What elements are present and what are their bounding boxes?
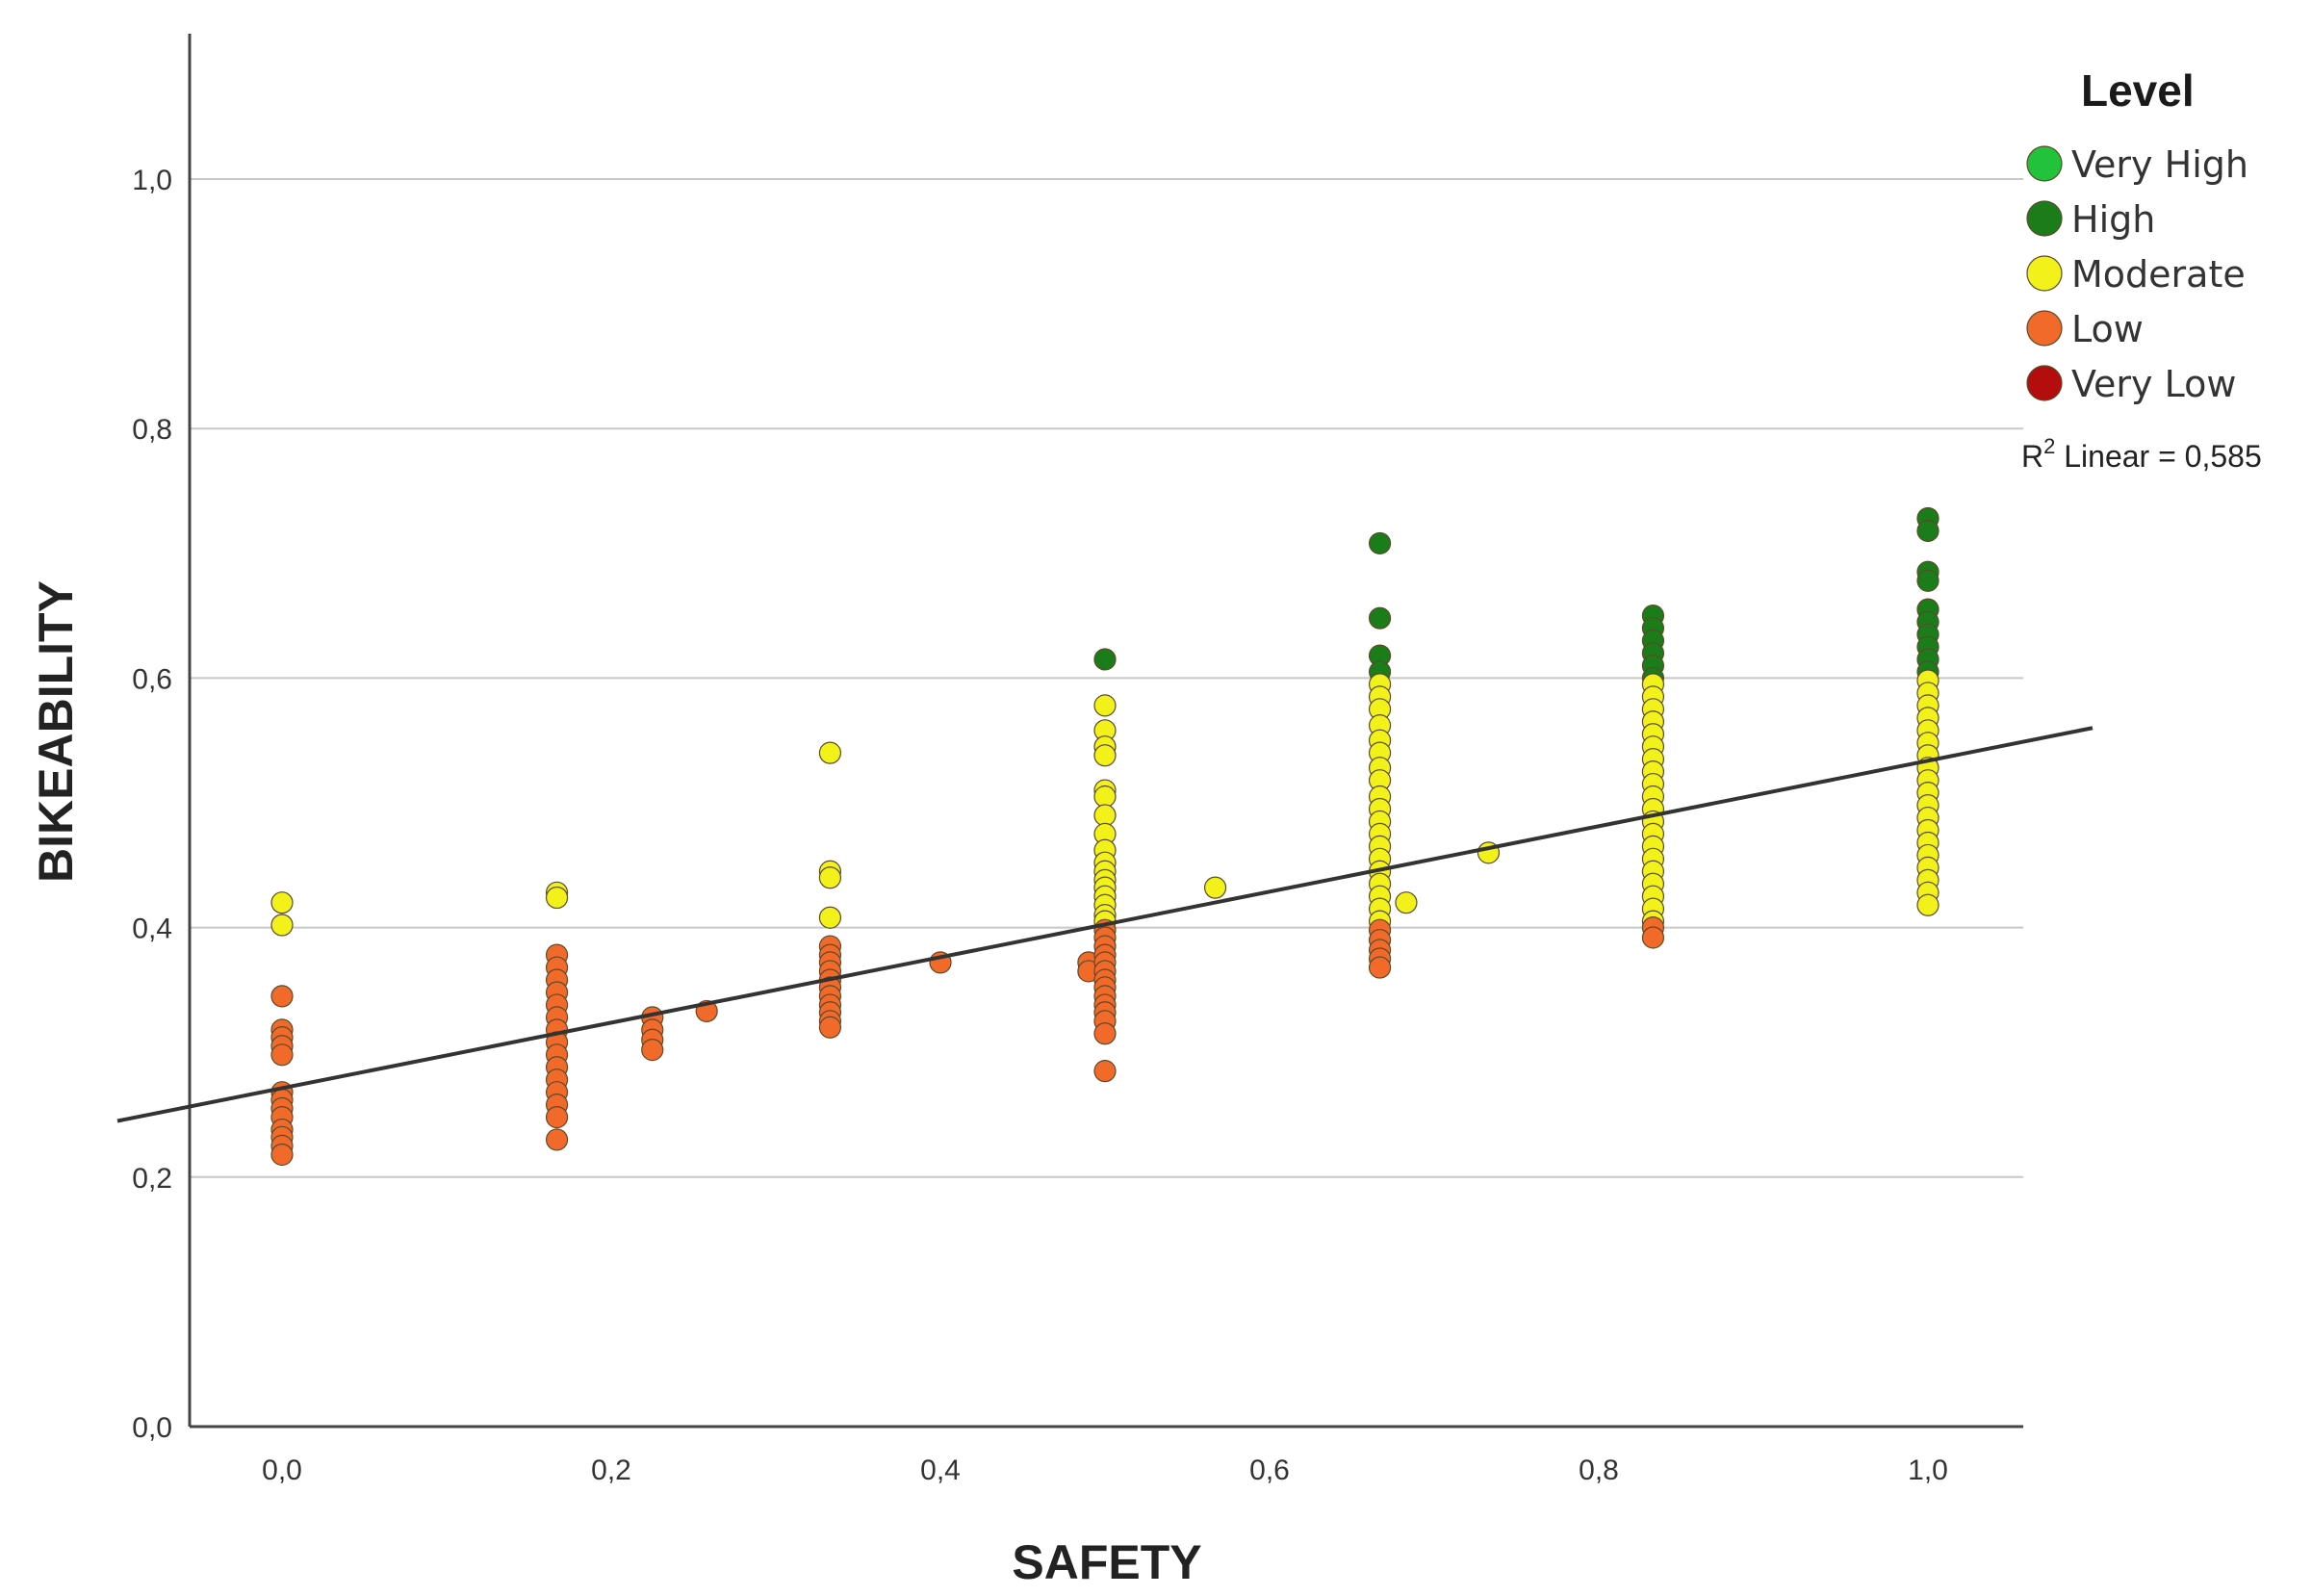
fit-label-r: R (2021, 439, 2043, 474)
data-point-moderate (1093, 785, 1117, 809)
data-point-low (270, 1143, 294, 1167)
legend-label-very-low: Very Low (2071, 363, 2236, 405)
y-tick-label: 0,6 (132, 663, 172, 695)
data-point-moderate (1093, 744, 1117, 767)
legend-marker-very-high (2026, 145, 2063, 182)
data-point-low (1093, 1060, 1117, 1083)
y-tick-labels: 0,0 0,2 0,4 0,6 0,8 1,0 (132, 165, 172, 1444)
x-tick-label: 1,0 (1908, 1454, 1948, 1486)
data-points (270, 506, 1940, 1167)
legend-marker-low (2026, 310, 2063, 347)
data-point-moderate (270, 914, 294, 937)
legend-label-moderate: Moderate (2071, 253, 2246, 296)
y-tick-label: 0,4 (132, 914, 172, 945)
data-point-moderate (818, 866, 842, 889)
grid-lines (190, 178, 2023, 1178)
data-point-moderate (545, 886, 569, 910)
data-point-high (1916, 519, 1940, 543)
x-axis-title: SAFETY (1012, 1535, 1201, 1589)
legend-title: Level (2081, 65, 2195, 116)
y-tick-label: 0,0 (132, 1412, 172, 1444)
data-point-moderate (818, 906, 842, 929)
y-axis-title: BIKEABILITY (29, 580, 83, 883)
x-tick-label: 0,6 (1249, 1454, 1290, 1486)
data-point-moderate (1093, 694, 1117, 717)
y-tick-label: 0,8 (132, 414, 172, 446)
legend: Level Very High High Moderate Low Very Low R… (2021, 65, 2262, 474)
y-tick-label: 1,0 (132, 165, 172, 196)
fit-label-rest: Linear = 0,585 (2055, 439, 2261, 474)
data-point-low (1641, 926, 1665, 949)
data-point-high (1368, 606, 1392, 630)
legend-label-very-high: Very High (2071, 143, 2248, 186)
data-point-low (818, 1016, 842, 1039)
legend-marker-moderate (2026, 255, 2063, 292)
data-point-low (270, 1043, 294, 1067)
legend-label-high: High (2071, 198, 2155, 241)
data-point-low (1093, 1022, 1117, 1045)
legend-marker-high (2026, 200, 2063, 237)
x-tick-label: 0,4 (920, 1454, 961, 1486)
legend-marker-very-low (2026, 365, 2063, 401)
data-point-moderate (818, 741, 842, 764)
fit-line-group (116, 726, 2094, 1123)
fit-label-sup: 2 (2043, 434, 2055, 458)
data-point-moderate (270, 891, 294, 914)
data-point-low (545, 1128, 569, 1151)
fit-line (116, 726, 2094, 1123)
data-point-moderate (1203, 876, 1227, 899)
data-point-low (545, 1105, 569, 1129)
data-point-high (1368, 531, 1392, 555)
data-point-moderate (1916, 893, 1940, 916)
data-point-moderate (1395, 891, 1418, 914)
fit-line-label: R2 Linear = 0,585 (2021, 434, 2262, 474)
axes (188, 34, 2023, 1429)
data-point-high (1916, 569, 1940, 592)
x-tick-label: 0,8 (1579, 1454, 1619, 1486)
data-point-moderate (1093, 804, 1117, 827)
data-point-high (1093, 648, 1117, 671)
x-tick-label: 0,2 (591, 1454, 631, 1486)
data-point-low (641, 1039, 664, 1062)
y-tick-label: 0,2 (132, 1163, 172, 1195)
legend-entries: Very High High Moderate Low Very Low (2026, 143, 2248, 405)
x-tick-label: 0,0 (262, 1454, 302, 1486)
data-point-low (1368, 956, 1392, 979)
x-tick-labels: 0,0 0,2 0,4 0,6 0,8 1,0 (262, 1454, 1948, 1486)
legend-label-low: Low (2071, 308, 2144, 350)
data-point-low (270, 985, 294, 1008)
